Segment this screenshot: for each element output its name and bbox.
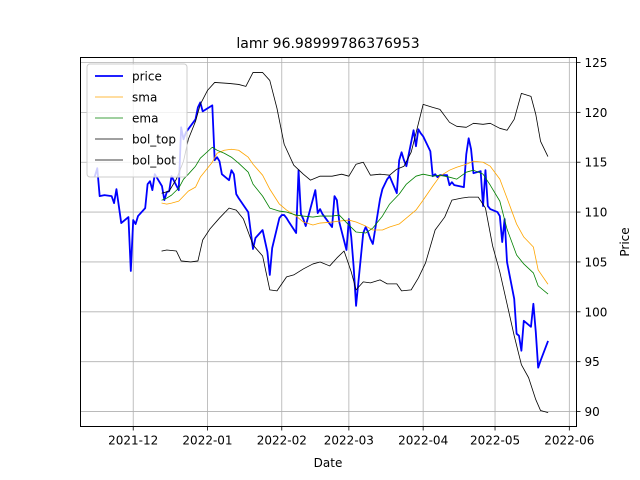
y-tick-label: 125 (585, 56, 608, 70)
legend-label-bol_top: bol_top (132, 133, 176, 147)
y-axis-label: Price (618, 227, 632, 256)
x-tick-label: 2022-03 (324, 434, 374, 448)
x-tick-label: 2022-05 (470, 434, 520, 448)
grid (80, 57, 577, 427)
x-axis: 2021-12 2022-01 2022-02 2022-03 2022-04 2022-… (108, 426, 594, 448)
series-layer (93, 72, 549, 414)
plot-frame (80, 57, 577, 427)
legend-box (86, 63, 188, 178)
x-tick-label: 2022-02 (257, 434, 307, 448)
y-tick-label: 90 (585, 405, 600, 419)
series-line-price (93, 101, 549, 369)
x-tick-label: 2022-01 (182, 434, 232, 448)
x-tick-label: 2022-06 (544, 434, 594, 448)
y-axis: 90 95 100 105 110 115 120 125 (576, 56, 608, 419)
legend-label-price: price (132, 70, 162, 84)
y-tick-label: 110 (585, 206, 608, 220)
legend-label-bol_bot: bol_bot (132, 154, 176, 168)
y-tick-label: 120 (585, 106, 608, 120)
y-tick-label: 100 (585, 305, 608, 319)
y-tick-label: 105 (585, 255, 608, 269)
legend: price sma ema bol_top bol_bot (86, 63, 188, 178)
legend-label-sma: sma (132, 91, 157, 105)
chart-title: lamr 96.98999786376953 (236, 36, 419, 52)
series-line-ema (161, 146, 549, 295)
x-tick-label: 2022-04 (398, 434, 448, 448)
x-tick-label: 2021-12 (108, 434, 158, 448)
y-tick-label: 115 (585, 156, 608, 170)
legend-label-ema: ema (132, 112, 158, 126)
y-tick-label: 95 (585, 355, 600, 369)
x-axis-label: Date (314, 456, 343, 470)
series-line-bol_top (161, 72, 549, 194)
series-line-bol_bot (161, 196, 549, 414)
